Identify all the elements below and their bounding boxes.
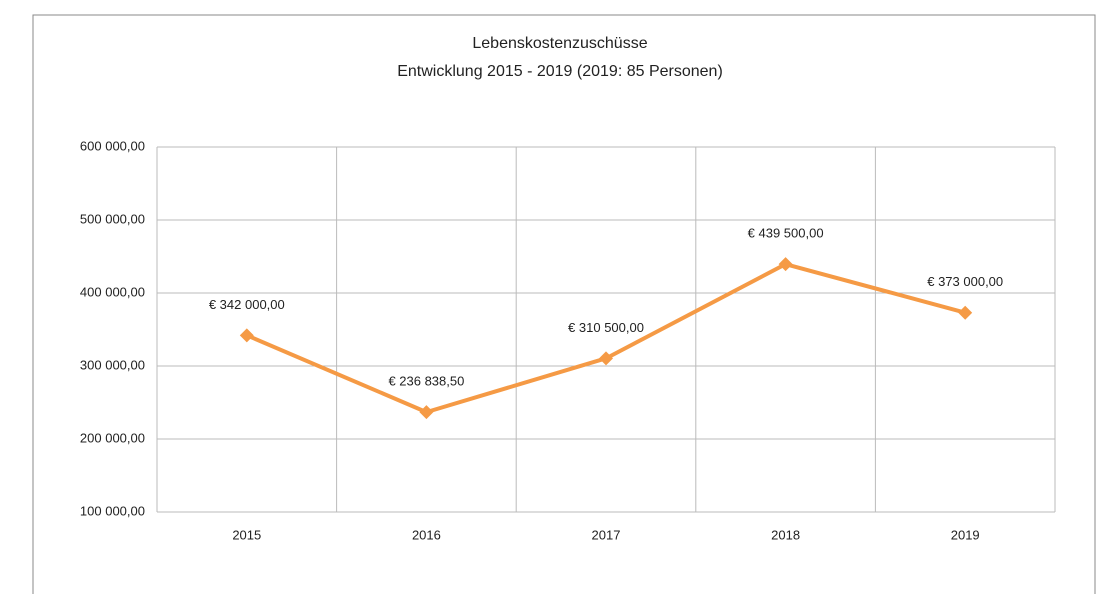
x-tick-label: 2017 — [592, 527, 621, 542]
x-tick-label: 2019 — [951, 527, 980, 542]
x-tick-label: 2015 — [232, 527, 261, 542]
y-tick-label: 200 000,00 — [80, 430, 145, 445]
y-tick-label: 100 000,00 — [80, 503, 145, 518]
data-label: € 439 500,00 — [748, 226, 824, 241]
x-tick-label: 2018 — [771, 527, 800, 542]
marker — [239, 328, 254, 343]
chart-frame — [32, 14, 1096, 594]
data-label: € 310 500,00 — [568, 320, 644, 335]
y-tick-label: 600 000,00 — [80, 138, 145, 153]
data-label: € 342 000,00 — [209, 297, 285, 312]
marker — [778, 257, 793, 272]
data-label: € 236 838,50 — [388, 374, 464, 389]
chart-subtitle: Entwicklung 2015 - 2019 (2019: 85 Person… — [397, 63, 723, 80]
data-label: € 373 000,00 — [927, 274, 1003, 289]
y-tick-label: 500 000,00 — [80, 211, 145, 226]
y-tick-label: 400 000,00 — [80, 284, 145, 299]
marker — [958, 305, 973, 320]
chart-title: Lebenskostenzuschüsse — [472, 35, 647, 52]
x-tick-label: 2016 — [412, 527, 441, 542]
y-tick-label: 300 000,00 — [80, 357, 145, 372]
marker — [599, 351, 613, 366]
marker — [419, 405, 434, 420]
